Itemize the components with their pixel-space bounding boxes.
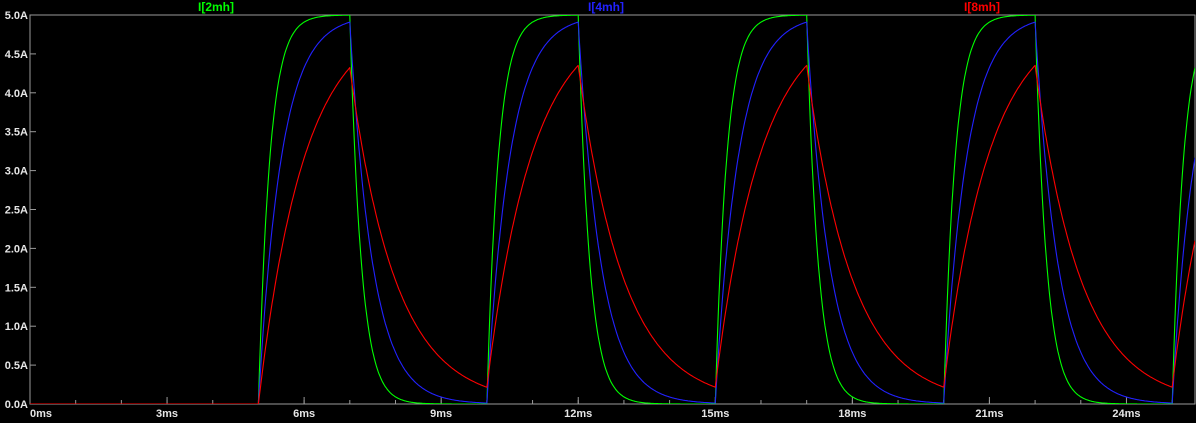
trace-group [30,15,1195,404]
trace-I[4mh] [30,21,1195,404]
trace-label-I[4mh][interactable]: I[4mh] [588,0,624,14]
y-tick-label: 4.0A [5,88,28,100]
x-tick-label: 3ms [156,408,178,420]
y-tick-label: 2.5A [5,205,28,217]
y-tick-label: 5.0A [5,10,28,22]
trace-I[8mh] [30,64,1195,404]
x-tick-label: 15ms [701,408,729,420]
trace-I[2mh] [30,15,1195,404]
trace-label-I[8mh][interactable]: I[8mh] [964,0,1000,14]
x-tick-label: 9ms [430,408,452,420]
y-tick-label: 0.0A [5,399,28,411]
x-tick-label: 21ms [975,408,1003,420]
x-tick-label: 6ms [293,408,315,420]
y-tick-label: 3.0A [5,166,28,178]
plot-border [29,14,1196,405]
x-tick-label: 18ms [838,408,866,420]
x-tick-label: 12ms [564,408,592,420]
y-tick-label: 0.5A [5,360,28,372]
y-tick-label: 3.5A [5,127,28,139]
y-tick-label: 1.5A [5,282,28,294]
x-tick-label: 24ms [1112,408,1140,420]
y-tick-label: 2.0A [5,243,28,255]
y-tick-label: 4.5A [5,49,28,61]
y-tick-label: 1.0A [5,321,28,333]
trace-label-I[2mh][interactable]: I[2mh] [198,0,234,14]
x-tick-label: 0ms [30,408,52,420]
